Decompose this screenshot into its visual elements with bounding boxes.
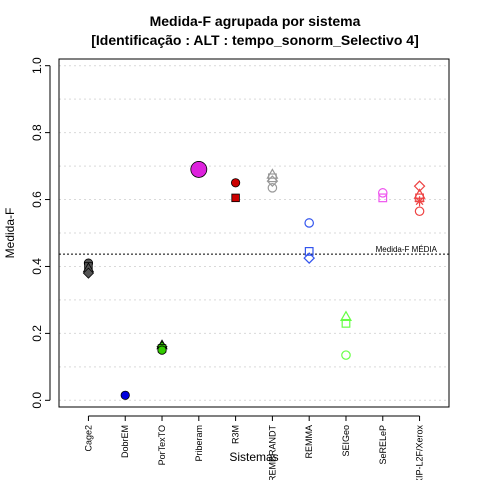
x-tick-label: Cage2 [83,425,93,452]
y-tick-label: 0.6 [30,191,44,208]
data-point [341,318,351,328]
y-tick-label: 0.2 [30,325,44,342]
data-point [266,175,279,187]
data-point [267,183,278,193]
data-point [267,173,277,183]
data-point [339,310,353,322]
x-tick-label: Priberam [194,425,204,462]
reference-line-group: Medida-F MÉDIA [59,245,449,255]
data-points [82,161,426,400]
data-point [120,390,130,400]
x-tick-label: DobrEM [120,425,130,458]
data-point [414,196,425,207]
y-tick-label: 0.0 [30,392,44,409]
data-point [304,247,314,256]
y-axis: 0.0 0.2 0.4 0.6 0.8 1.0 [30,57,51,409]
x-axis: Cage2 DobrEM PorTexTO Priberam R3M REMBRANDT R… [83,415,425,480]
data-point [413,180,426,193]
data-point [377,188,388,198]
x-tick-label: REMBRANDT [267,425,277,480]
y-tick-label: 0.4 [30,258,44,275]
x-tick-label: XIP-L2F/Xerox [415,425,425,480]
data-point [378,193,388,203]
x-tick-label: SEIGeo [341,425,351,457]
data-point [341,350,351,360]
x-tick-label: PorTexTO [157,425,167,465]
chart-title: Medida-F agrupada por sistema [150,13,361,29]
grid-lines [59,65,449,401]
data-point [414,206,425,217]
data-point [190,161,208,178]
y-tick-label: 0.8 [30,124,44,141]
reference-line-label: Medida-F MÉDIA [376,245,438,254]
plot-frame [58,58,450,408]
data-point [304,218,314,228]
x-tick-label: R3M [231,425,241,444]
data-point [231,178,241,188]
x-axis-label: Sistemas [229,450,278,464]
x-tick-label: SeRELeP [378,425,388,465]
chart-subtitle: [Identificação : ALT : tempo_sonorm_Sele… [91,32,419,48]
data-point [231,193,240,203]
data-point [157,345,167,355]
y-tick-label: 1.0 [30,57,44,74]
data-point [82,267,94,279]
x-tick-label: REMMA [304,425,314,459]
y-axis-label: Medida-F [3,208,17,259]
data-point [303,252,316,264]
